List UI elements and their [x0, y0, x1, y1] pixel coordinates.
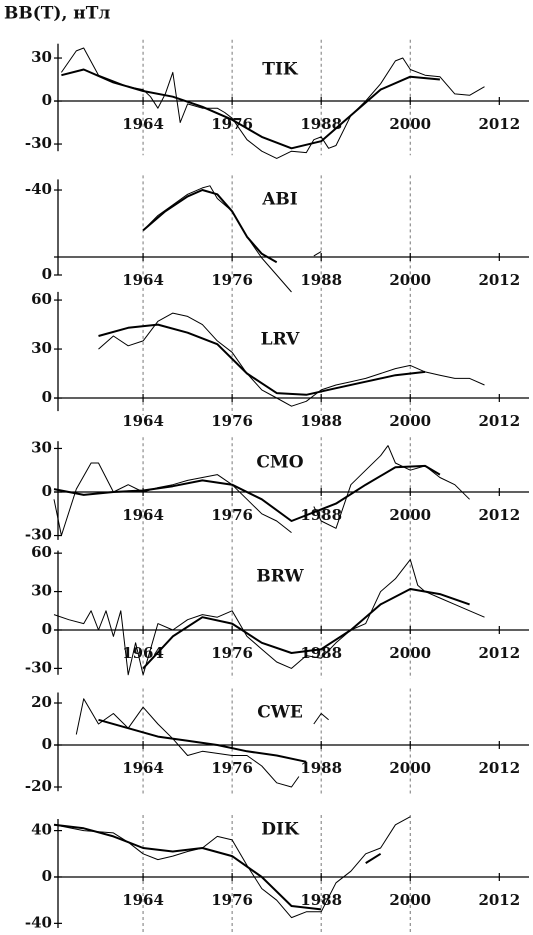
y-tick-label: 30 [31, 339, 52, 357]
axis-label: BB(T), нТл [4, 4, 110, 24]
x-tick-label: 1964 [122, 759, 164, 777]
y-tick-label: 30 [31, 582, 52, 600]
x-tick-label: 1988 [300, 759, 342, 777]
panel-title: LRV [261, 330, 300, 350]
y-tick-label: 0 [42, 620, 52, 638]
x-tick-label: 2000 [389, 644, 431, 662]
panel-title: CMO [256, 453, 303, 473]
y-tick-label: -20 [25, 777, 52, 795]
x-tick-label: 2012 [478, 506, 520, 524]
y-tick-label: 0 [42, 867, 52, 885]
series-line [53, 559, 485, 676]
y-tick-label: 0 [42, 265, 52, 283]
x-tick-label: 1976 [211, 412, 253, 430]
y-tick-label: 60 [31, 543, 52, 561]
y-tick-label: -30 [25, 526, 52, 544]
x-tick-label: 2000 [389, 271, 431, 289]
x-tick-label: 1988 [300, 644, 342, 662]
x-tick-label: 1976 [211, 115, 253, 133]
x-tick-label: 2012 [478, 891, 520, 909]
y-tick-label: 0 [42, 735, 52, 753]
y-tick-label: -30 [25, 658, 52, 676]
y-tick-label: 30 [31, 438, 52, 456]
x-tick-label: 2000 [389, 759, 431, 777]
x-tick-label: 2012 [478, 759, 520, 777]
series-line [53, 445, 470, 536]
x-tick-label: 1976 [211, 759, 253, 777]
x-tick-label: 1964 [122, 891, 164, 909]
series-line [53, 823, 382, 911]
series-line [98, 312, 485, 407]
x-tick-label: 1964 [122, 506, 164, 524]
y-tick-label: 0 [42, 388, 52, 406]
series-line [142, 185, 322, 293]
x-tick-label: 2000 [389, 506, 431, 524]
panel-title: CWE [257, 703, 303, 723]
x-tick-label: 1976 [211, 271, 253, 289]
x-tick-label: 2000 [389, 412, 431, 430]
series-line [98, 718, 307, 763]
y-tick-label: -30 [25, 134, 52, 152]
x-tick-label: 1988 [300, 115, 342, 133]
x-tick-label: 2000 [389, 115, 431, 133]
y-tick-label: 30 [31, 48, 52, 66]
panel-title: BRW [256, 567, 304, 587]
x-tick-label: 1988 [300, 271, 342, 289]
y-tick-label: -40 [25, 913, 52, 931]
x-tick-label: 1976 [211, 506, 253, 524]
series-line [60, 47, 485, 159]
y-tick-label: -40 [25, 180, 52, 198]
x-tick-label: 1976 [211, 644, 253, 662]
series-line [75, 698, 329, 788]
y-tick-label: 0 [42, 91, 52, 109]
x-tick-label: 1988 [300, 506, 342, 524]
x-tick-label: 2012 [478, 115, 520, 133]
panel-title: ABI [261, 190, 298, 210]
panel-title: TIK [262, 60, 299, 80]
y-tick-label: 60 [31, 290, 52, 308]
series-line [142, 189, 278, 264]
series-line [61, 68, 440, 150]
x-tick-label: 1976 [211, 891, 253, 909]
y-tick-label: 40 [31, 821, 52, 839]
x-tick-label: 1988 [300, 412, 342, 430]
x-tick-label: 1964 [122, 115, 164, 133]
series-line [142, 588, 470, 670]
x-tick-label: 2012 [478, 644, 520, 662]
x-tick-label: 1988 [300, 891, 342, 909]
series-line [53, 464, 441, 522]
y-tick-label: 20 [31, 693, 52, 711]
panel-title: DIK [261, 820, 300, 840]
x-tick-label: 2012 [478, 271, 520, 289]
x-tick-label: 1964 [122, 271, 164, 289]
x-tick-label: 2012 [478, 412, 520, 430]
y-tick-label: 0 [42, 482, 52, 500]
x-tick-label: 2000 [389, 891, 431, 909]
series-line [98, 323, 426, 396]
x-tick-label: 1964 [122, 412, 164, 430]
